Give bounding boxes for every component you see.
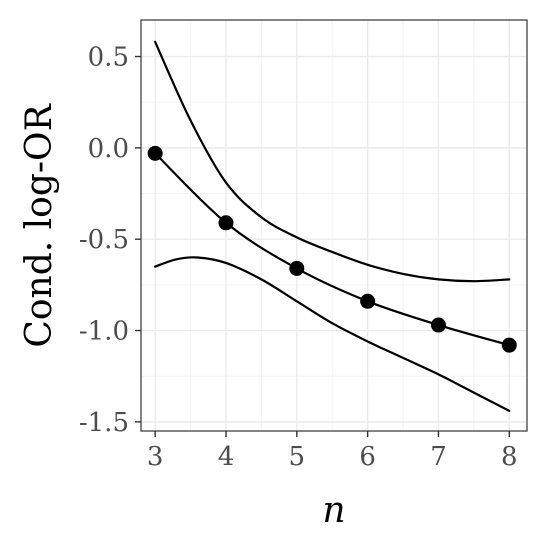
x-tick-label: 7 <box>430 442 447 472</box>
data-point <box>147 145 163 161</box>
point-estimate-series <box>147 145 517 353</box>
x-tick-label: 6 <box>359 442 376 472</box>
grid <box>141 20 527 431</box>
x-tick-label: 4 <box>218 442 235 472</box>
y-tick-label: -0.5 <box>79 225 129 255</box>
y-tick-label: 0.5 <box>88 43 129 73</box>
data-point <box>218 215 234 231</box>
data-point <box>289 260 305 276</box>
y-tick-label: -1.0 <box>79 317 129 347</box>
y-tick-label: -1.5 <box>79 408 129 438</box>
x-tick-label: 5 <box>289 442 306 472</box>
data-point <box>501 337 517 353</box>
x-tick-label: 3 <box>147 442 164 472</box>
x-axis-title: n <box>322 490 345 531</box>
confidence-band-lines <box>154 40 511 413</box>
axis-ticks: 3 4 5 6 7 8 0.5 0.0 -0.5 -1.0 -1.5 <box>79 43 518 472</box>
y-axis-title: Cond. log-OR <box>19 103 60 347</box>
lower-band-line <box>154 256 511 413</box>
y-tick-label: 0.0 <box>88 134 129 164</box>
data-point <box>430 317 446 333</box>
plot-panel-border <box>140 19 528 432</box>
x-tick-label: 8 <box>501 442 518 472</box>
data-point <box>360 293 376 309</box>
upper-band-line <box>154 40 511 283</box>
